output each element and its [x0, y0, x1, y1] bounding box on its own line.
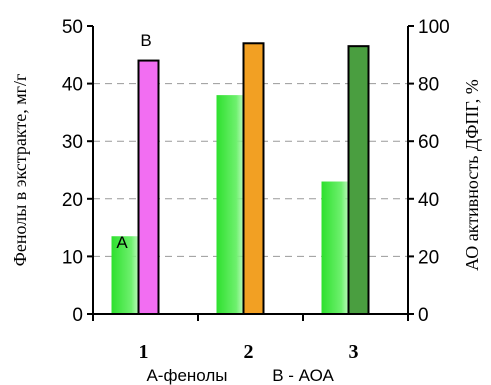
legend-aoa: В - АОА — [272, 366, 334, 385]
right-tick-label: 60 — [418, 132, 439, 153]
left-tick-label: 20 — [62, 190, 83, 211]
left-axis-title: Фенолы в экстракте, мг/г — [10, 74, 30, 267]
right-tick-label: 0 — [418, 305, 429, 326]
bar-aoa — [242, 42, 265, 315]
category-label: 1 — [139, 341, 149, 363]
right-tick-label: 80 — [418, 75, 439, 96]
legend-phenols: А-фенолы — [146, 366, 227, 385]
right-tick-label: 20 — [418, 247, 439, 268]
bar-aoa — [347, 45, 370, 315]
left-tick-label: 30 — [62, 132, 83, 153]
annotation-b: В — [140, 31, 151, 50]
right-tick-label: 100 — [418, 17, 450, 38]
right-tick-label: 40 — [418, 190, 439, 211]
left-tick-label: 50 — [62, 17, 83, 38]
bar-aoa — [137, 59, 160, 316]
ticks: 0 10 20 30 40 50 0 20 40 60 80 100 1 2 3 — [62, 17, 450, 363]
category-label: 2 — [244, 341, 254, 363]
category-label: 3 — [349, 341, 359, 363]
annotation-a: А — [116, 233, 128, 252]
left-tick-label: 10 — [62, 247, 83, 268]
bars — [111, 42, 370, 316]
left-tick-label: 40 — [62, 75, 83, 96]
left-tick-label: 0 — [72, 305, 83, 326]
right-axis-title: АО активность ДФПГ, % — [462, 79, 482, 271]
